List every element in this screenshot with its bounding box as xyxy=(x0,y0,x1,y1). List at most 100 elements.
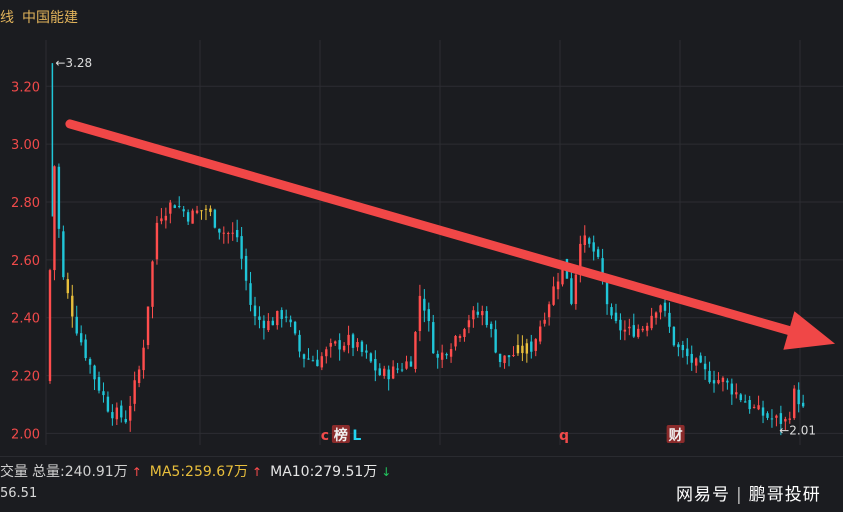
candle-body xyxy=(249,283,252,305)
ma10-down-arrow-icon: ↓ xyxy=(381,465,392,479)
candle-body xyxy=(129,405,132,421)
candle-body xyxy=(347,334,350,346)
grid-lines xyxy=(45,40,843,445)
candle-body xyxy=(93,365,96,380)
candle-body xyxy=(378,368,381,376)
candle-body xyxy=(262,320,266,329)
candle-body xyxy=(436,353,439,358)
trend-arrow-head xyxy=(783,311,836,350)
candle-body xyxy=(293,321,297,334)
candle-body xyxy=(57,166,61,229)
candle-body xyxy=(637,328,640,337)
candle-body xyxy=(516,345,520,354)
candle-body xyxy=(458,335,462,339)
volume-axis-value: 56.51 xyxy=(0,486,38,501)
candle-body xyxy=(739,394,742,401)
candle-body xyxy=(494,329,497,353)
candle-body xyxy=(133,380,136,404)
candle-body xyxy=(503,355,506,364)
candle-body xyxy=(561,261,564,285)
candle-body xyxy=(391,366,395,379)
candle-body xyxy=(356,342,359,348)
candle-body xyxy=(512,354,515,357)
candle-body xyxy=(708,370,711,383)
y-tick-label: 2.80 xyxy=(11,196,40,211)
candle-body xyxy=(280,310,283,319)
chart-header: 线 中国能建 xyxy=(0,0,86,34)
candle-body xyxy=(71,295,74,317)
candle-body xyxy=(146,306,150,346)
candle-body xyxy=(507,355,511,358)
candle-body xyxy=(588,238,591,244)
candle-body xyxy=(432,322,435,354)
candle-body xyxy=(481,311,484,316)
candle-body xyxy=(200,210,203,212)
candle-body xyxy=(124,418,127,423)
candle-body xyxy=(650,315,653,329)
candle-body xyxy=(463,329,466,337)
candle-body xyxy=(530,341,533,352)
chart-tab-label[interactable]: 线 xyxy=(0,10,14,26)
candle-body xyxy=(334,341,337,344)
candle-body xyxy=(155,222,159,260)
candle-body xyxy=(75,316,78,334)
candle-body xyxy=(485,311,488,325)
candle-body xyxy=(654,312,658,318)
candle-body xyxy=(342,345,346,351)
candle-body xyxy=(160,218,163,222)
candle-body xyxy=(730,383,734,395)
candle-body xyxy=(543,319,546,324)
candlestick-chart[interactable]: 3.20 3.00 2.80 2.60 2.40 2.20 2.00 ←3.28 ←2.01 c… xyxy=(0,0,843,456)
y-tick-label: 2.60 xyxy=(11,254,40,269)
candle-body xyxy=(396,368,399,370)
candle-body xyxy=(583,235,586,246)
candle-body xyxy=(258,316,261,320)
candle-body xyxy=(525,343,529,354)
candle-body xyxy=(717,379,720,384)
volume-label: 交量 xyxy=(0,464,28,480)
y-tick-label: 3.20 xyxy=(11,80,40,95)
candle-body xyxy=(552,286,555,305)
candle-body xyxy=(712,380,716,384)
candle-body xyxy=(757,405,760,410)
candle-body xyxy=(726,380,729,383)
candle-body xyxy=(120,405,123,418)
candle-body xyxy=(276,310,279,326)
ma5-volume: MA5:259.67万 ↑ xyxy=(150,461,266,481)
candle-body xyxy=(445,354,448,356)
candle-body xyxy=(235,230,239,238)
candle-body xyxy=(610,307,613,316)
candle-body xyxy=(164,215,168,221)
candle-body xyxy=(721,377,725,382)
candle-body xyxy=(797,389,800,405)
candle-body xyxy=(748,400,751,410)
total-volume: 总量:240.91万 ↑ xyxy=(32,461,146,481)
candle-body xyxy=(169,202,172,214)
marker-1: 榜 xyxy=(334,427,348,444)
y-axis-ticks: 3.20 3.00 2.80 2.60 2.40 2.20 2.00 xyxy=(11,80,40,442)
watermark: 网易号 | 鹏哥投研 xyxy=(676,480,821,505)
candle-body xyxy=(472,310,475,320)
candle-body xyxy=(681,344,685,351)
candles xyxy=(48,163,805,436)
candle-body xyxy=(218,228,221,233)
candle-body xyxy=(423,298,426,311)
candle-body xyxy=(801,402,805,407)
candle-body xyxy=(320,356,324,368)
candle-body xyxy=(596,249,600,257)
candle-body xyxy=(400,369,404,371)
low-price-label: ←2.01 xyxy=(779,424,816,438)
candle-body xyxy=(779,413,783,424)
total-up-arrow-icon: ↑ xyxy=(131,465,142,479)
candle-body xyxy=(409,361,413,367)
y-tick-label: 2.00 xyxy=(11,427,40,442)
candle-body xyxy=(498,353,502,363)
candle-body xyxy=(784,418,787,422)
candle-body xyxy=(694,358,698,366)
candle-body xyxy=(365,350,368,353)
trend-arrow-shaft xyxy=(65,119,794,335)
candle-body xyxy=(641,328,644,331)
candle-body xyxy=(761,407,765,416)
marker-0: c xyxy=(321,428,329,444)
